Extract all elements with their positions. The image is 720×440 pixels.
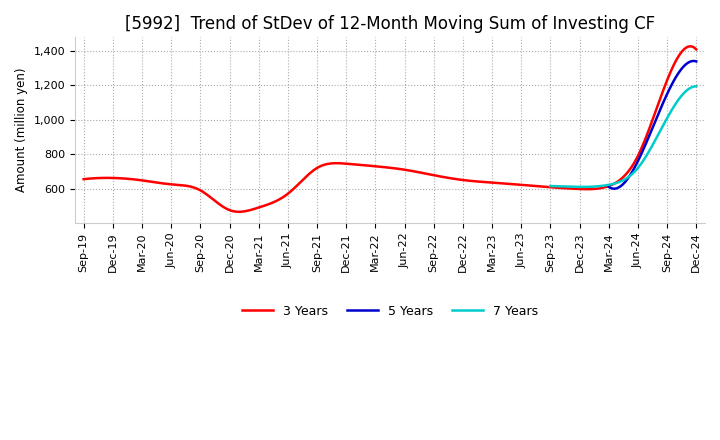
3 Years — [636, 147, 645, 152]
Y-axis label: Amount (million yen): Amount (million yen) — [15, 68, 28, 192]
7 Years — [633, 166, 642, 172]
7 Years — [634, 165, 642, 171]
7 Years — [546, 183, 554, 189]
5 Years — [657, 106, 665, 111]
3 Years — [692, 47, 701, 52]
3 Years — [685, 44, 694, 49]
7 Years — [679, 92, 688, 97]
7 Years — [636, 162, 644, 168]
7 Years — [670, 104, 678, 109]
Line: 3 Years: 3 Years — [84, 46, 696, 212]
Title: [5992]  Trend of StDev of 12-Month Moving Sum of Investing CF: [5992] Trend of StDev of 12-Month Moving… — [125, 15, 655, 33]
7 Years — [692, 84, 701, 89]
Legend: 3 Years, 5 Years, 7 Years: 3 Years, 5 Years, 7 Years — [237, 300, 543, 323]
5 Years — [689, 59, 698, 64]
5 Years — [657, 105, 665, 110]
5 Years — [684, 60, 693, 65]
3 Years — [456, 177, 465, 183]
7 Years — [578, 184, 587, 190]
5 Years — [605, 184, 613, 190]
3 Years — [81, 176, 90, 182]
5 Years — [610, 186, 618, 191]
5 Years — [678, 65, 687, 70]
3 Years — [79, 176, 88, 182]
5 Years — [658, 101, 667, 106]
5 Years — [604, 184, 613, 190]
7 Years — [546, 183, 555, 189]
Line: 5 Years: 5 Years — [608, 61, 696, 189]
5 Years — [692, 59, 701, 64]
3 Years — [444, 175, 453, 180]
Line: 7 Years: 7 Years — [550, 86, 696, 187]
3 Years — [446, 176, 455, 181]
3 Years — [235, 209, 243, 214]
3 Years — [598, 185, 606, 191]
